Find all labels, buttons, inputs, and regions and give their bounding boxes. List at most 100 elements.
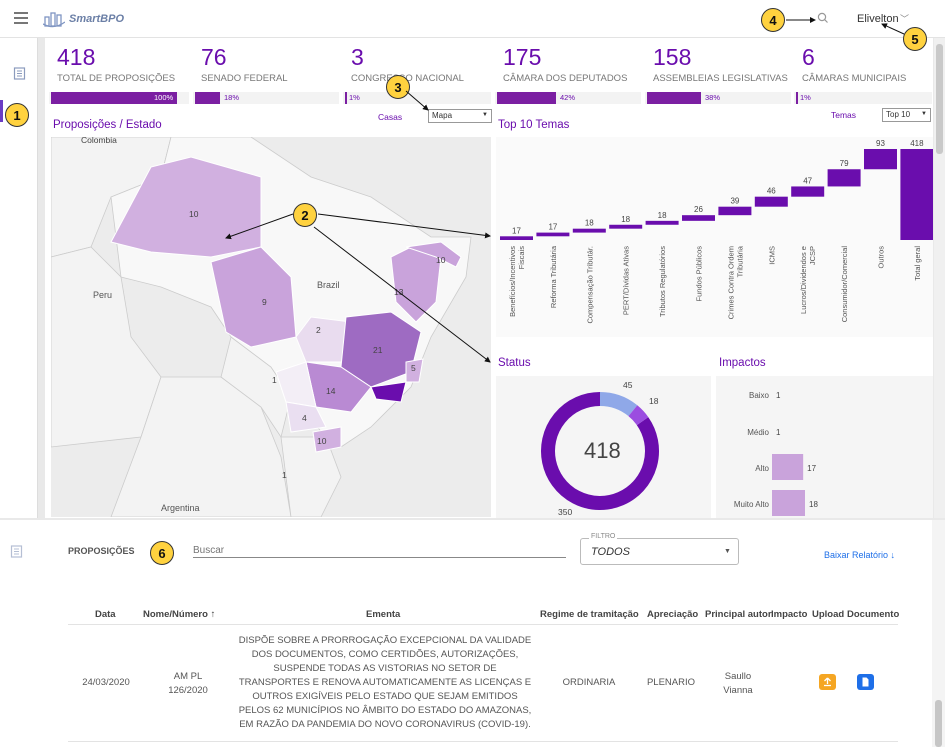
impact-category-label: Médio — [747, 428, 769, 437]
download-report-link[interactable]: Baixar Relatório ↓ — [824, 550, 896, 560]
temas-select[interactable]: Top 10 ▼ — [882, 108, 931, 122]
col-header[interactable]: Apreciação — [647, 609, 699, 620]
category-label: Total geral — [913, 246, 922, 281]
state-value-label: 2 — [316, 325, 321, 335]
casas-select[interactable]: Mapa ▼ — [428, 109, 492, 123]
kpi-bar: 100% — [49, 92, 189, 104]
scroll-thumb[interactable] — [935, 700, 942, 747]
col-header[interactable]: Nome/Número ↑ — [143, 609, 215, 620]
callout-badge: 2 — [293, 203, 317, 227]
category-label: Fundos Públicos — [695, 246, 704, 302]
kpi-pct: 18% — [224, 93, 240, 102]
state-rio-de-janeiro — [370, 381, 407, 403]
category-label: Tributos Regulatórios — [658, 246, 667, 317]
caret-down-icon: ▼ — [724, 548, 731, 555]
impactos-chart: Baixo 1 Médio 1 Alto 17 Muito Alto 18 — [716, 376, 933, 518]
upload-button[interactable] — [819, 674, 836, 690]
kpi-bar-fill — [51, 92, 177, 104]
app-logo: SmartBPO — [43, 8, 124, 30]
callout-badge: 6 — [150, 541, 174, 565]
state-value-label: 10 — [189, 209, 199, 219]
waterfall-bar — [536, 232, 570, 237]
table-scrollbar[interactable] — [932, 520, 945, 747]
state-value-label: 10 — [317, 436, 327, 446]
category-label: Consumidor/Comercial — [840, 246, 849, 323]
category-label: Reforma Tributária — [549, 245, 558, 308]
kpi-bar-fill — [195, 92, 220, 104]
kpi-value: 418 — [57, 44, 96, 70]
donut-slice — [599, 392, 638, 417]
col-header[interactable]: Impacto — [771, 609, 808, 620]
search-input[interactable] — [193, 543, 566, 558]
bar-value-label: 26 — [694, 205, 703, 214]
document-button[interactable] — [857, 674, 874, 690]
col-header[interactable]: Documento — [847, 609, 900, 620]
temas-chart: 17 Benefícios/Incentivos Fiscais 17 Reforma … — [496, 137, 934, 337]
waterfall-bar — [682, 215, 715, 221]
category-label: Compensação Tributár. — [585, 246, 594, 324]
state-value-label: 14 — [326, 386, 336, 396]
status-value-label: 18 — [649, 396, 659, 406]
state-value-label: 21 — [373, 345, 383, 355]
state-value-label: 5 — [411, 363, 416, 373]
col-header[interactable]: Regime de tramitação — [540, 609, 639, 620]
kpi-bar-track — [193, 92, 339, 104]
chevron-down-icon[interactable]: ﹀ — [900, 14, 910, 24]
kpi-pct: 38% — [705, 93, 721, 102]
app-name: SmartBPO — [69, 13, 125, 25]
status-total: 418 — [584, 438, 621, 463]
kpi-camara: 175 CÂMARA DOS DEPUTADOS 42% — [495, 40, 641, 106]
col-header[interactable]: Upload — [812, 609, 845, 620]
kpi-value: 158 — [653, 44, 692, 70]
document-icon — [862, 677, 869, 687]
filter-select[interactable]: FILTRO TODOS ▼ — [580, 533, 739, 565]
waterfall-bar — [645, 220, 679, 225]
map-place-label: Colombia — [81, 137, 117, 145]
col-header[interactable]: Principal autor — [705, 609, 772, 620]
status-value-label: 45 — [623, 380, 633, 390]
upload-icon — [824, 677, 831, 687]
kpi-bar-fill — [647, 92, 701, 104]
divider — [68, 741, 898, 742]
dashboard-scrollbar[interactable] — [934, 38, 945, 518]
col-header[interactable]: Data — [95, 609, 116, 620]
top-bar: SmartBPO Elivelton ﹀ — [0, 0, 945, 38]
bar-value-label: 46 — [767, 187, 776, 196]
building-icon[interactable] — [10, 545, 23, 558]
donut-slice — [628, 405, 649, 426]
menu-icon[interactable] — [14, 12, 28, 24]
cell-data: 24/03/2020 — [82, 677, 130, 688]
kpi-value: 3 — [351, 44, 364, 70]
kpi-value: 6 — [802, 44, 815, 70]
search-icon[interactable] — [816, 11, 830, 25]
map-title: Proposições / Estado — [53, 119, 162, 131]
scroll-thumb[interactable] — [936, 44, 943, 154]
kpi-bar-track — [794, 92, 932, 104]
divider — [68, 624, 898, 625]
cell-regime: ORDINARIA — [562, 677, 616, 688]
category-label: Outros — [877, 246, 886, 269]
map-place-label: Argentina — [161, 503, 200, 513]
kpi-bar: 38% — [645, 92, 791, 104]
kpi-bar: 1% — [794, 92, 932, 104]
map-place-label: Peru — [93, 290, 113, 300]
temas-select-value: Top 10 — [886, 110, 911, 119]
kpi-value: 175 — [503, 44, 542, 70]
impact-category-label: Alto — [755, 464, 769, 473]
state-parana — [285, 401, 327, 433]
col-header[interactable]: Ementa — [366, 609, 401, 620]
waterfall-bar — [864, 149, 897, 170]
kpi-bar-fill — [796, 92, 798, 104]
impact-value-label: 18 — [809, 500, 818, 509]
chevron-down-icon: ▼ — [482, 112, 488, 118]
sort-arrow-icon[interactable]: ↑ — [210, 609, 216, 620]
user-name[interactable]: Elivelton — [857, 13, 899, 25]
bar-value-label: 47 — [803, 176, 812, 185]
chevron-down-icon: ▼ — [921, 111, 927, 117]
building-icon[interactable] — [13, 67, 26, 80]
brazil-map[interactable]: Colombia Peru Brazil Argentina 10 10 13 … — [51, 137, 491, 517]
kpi-label: CÂMARAS MUNICIPAIS — [802, 73, 907, 84]
category-label: PERT/Dívidas Ativas — [622, 246, 631, 315]
temas-title: Top 10 Temas — [498, 119, 570, 131]
impact-value-label: 17 — [807, 464, 816, 473]
